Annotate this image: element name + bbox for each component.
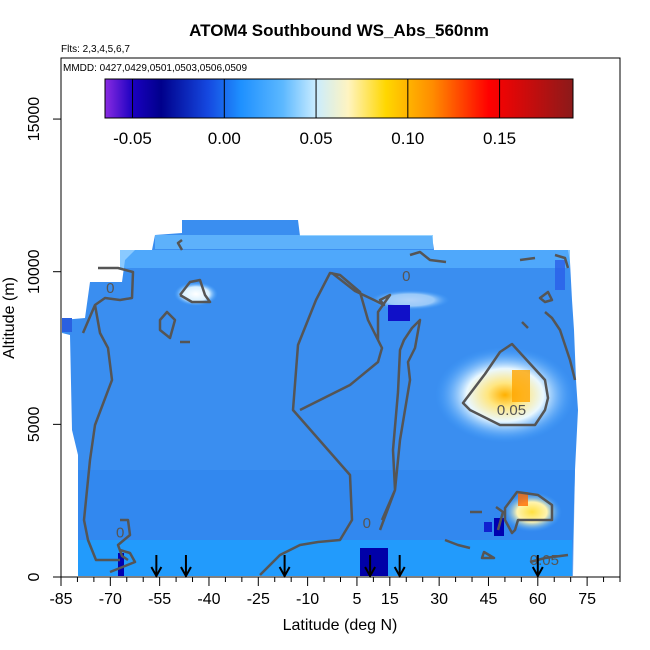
- x-tick-label: 30: [430, 591, 448, 608]
- colorbar-tick-label: -0.05: [113, 129, 152, 148]
- chart-title: ATOM4 Southbound WS_Abs_560nm: [189, 21, 489, 40]
- contour-label: 0.05: [530, 552, 559, 569]
- x-tick-label: 15: [381, 591, 399, 608]
- dark-cell-7: [62, 318, 72, 332]
- hotspot-low-core: [518, 492, 528, 506]
- sounding-arrow: [364, 555, 376, 579]
- sounding-arrow: [531, 555, 544, 579]
- colorbar-tick-label: 0.05: [300, 129, 333, 148]
- x-tick-label: -10: [296, 591, 319, 608]
- y-axis-label: Altitude (m): [1, 277, 18, 359]
- dark-cell-6: [555, 260, 565, 290]
- sounding-markers: [150, 555, 544, 579]
- x-axis-label: Latitude (deg N): [283, 617, 398, 634]
- colorbar-ticks: -0.05 0.00 0.05 0.10 0.15: [113, 79, 516, 148]
- contour-zero-east: [378, 318, 422, 531]
- x-tick-label: 75: [578, 591, 596, 608]
- contour-005-low: [503, 490, 554, 535]
- contour-zero-upper-east: [519, 253, 570, 329]
- dark-cell-3: [118, 553, 124, 576]
- contour-zero-main: [81, 266, 135, 562]
- y-tick-label: 0: [26, 572, 43, 581]
- contour-zero-upper: [179, 250, 447, 304]
- colorbar-tick-label: 0.00: [208, 129, 241, 148]
- x-tick-label: 5: [352, 591, 361, 608]
- x-tick-label: 60: [529, 591, 547, 608]
- y-tick-label: 15000: [26, 97, 43, 142]
- dark-cell-1: [388, 305, 410, 321]
- dates-subtitle: MMDD: 0427,0429,0501,0503,0506,0509: [63, 63, 247, 74]
- contour-005-mid: [461, 342, 550, 427]
- y-tick-label: 10000: [26, 249, 43, 294]
- contour-lines: [81, 239, 577, 576]
- heatmap-field: [62, 220, 578, 576]
- colorbar: -0.05 0.00 0.05 0.10 0.15: [104, 78, 574, 148]
- contour-label: 0: [106, 280, 114, 297]
- heatmap-band-upper: [120, 250, 570, 268]
- contour-label: 0: [116, 524, 124, 541]
- contour-label: 0: [363, 515, 371, 532]
- colorbar-gradient: [104, 78, 574, 119]
- contour-zero-small-1: [158, 310, 177, 340]
- contour-zero-east-branch: [544, 311, 577, 381]
- contour-zero-central: [176, 239, 392, 576]
- x-axis: -85 -70 -55 -40 -25 -10 5 15 30 45 60 75: [49, 577, 621, 608]
- contour-zero-west: [116, 518, 132, 562]
- contour-005-surface: [529, 553, 569, 564]
- contour-label: 0.05: [497, 402, 526, 419]
- sounding-arrow: [150, 555, 163, 579]
- x-tick-label: -25: [247, 591, 270, 608]
- colorbar-tick-label: 0.15: [483, 129, 516, 148]
- colorbar-tick-label: 0.10: [391, 129, 424, 148]
- y-tick-label: 5000: [26, 406, 43, 442]
- sounding-arrow: [278, 555, 291, 579]
- contour-label: 0: [402, 268, 410, 285]
- y-axis: 0 5000 10000 15000: [26, 97, 61, 581]
- heatmap-band-surface: [78, 540, 572, 576]
- hotspot-mid-core: [512, 370, 530, 402]
- hotspot-mid: [435, 347, 575, 443]
- heatmap-band-top: [155, 235, 433, 249]
- flights-subtitle: Flts: 2,3,4,5,6,7: [61, 44, 130, 55]
- dark-cell-2: [360, 548, 388, 576]
- x-tick-label: 45: [480, 591, 498, 608]
- sounding-arrow: [180, 555, 192, 579]
- dark-cell-5: [484, 522, 492, 532]
- x-tick-label: -85: [49, 591, 72, 608]
- x-tick-label: -55: [148, 591, 171, 608]
- x-tick-label: -70: [99, 591, 122, 608]
- sounding-arrow: [393, 555, 406, 579]
- x-tick-label: -40: [197, 591, 220, 608]
- contour-zero-surface: [109, 505, 505, 574]
